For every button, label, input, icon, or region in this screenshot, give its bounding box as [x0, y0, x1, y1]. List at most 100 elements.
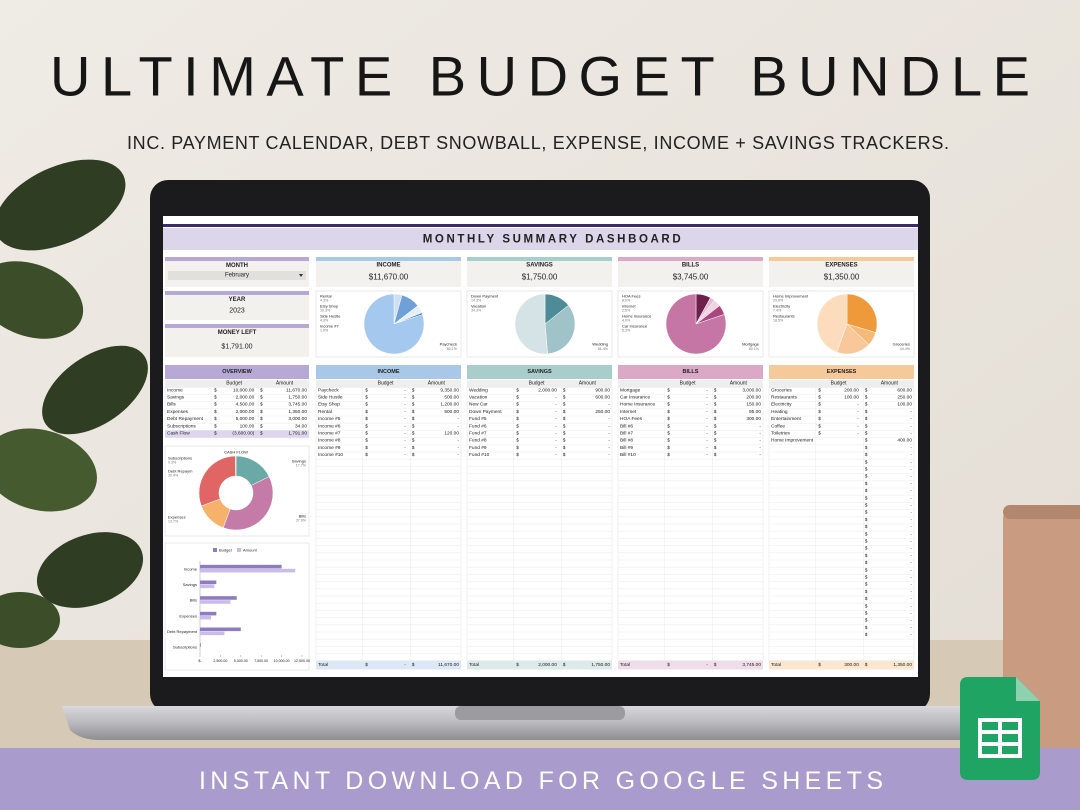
column-header-row	[769, 380, 914, 388]
currency: $	[667, 402, 670, 408]
table-header	[316, 365, 461, 379]
pie-label: HOA Fees	[622, 294, 640, 299]
cell-budget: 2,000.00	[236, 409, 255, 415]
pie-percent: 4.3%	[320, 299, 329, 303]
cell-amount: -	[910, 417, 912, 422]
cell-amount: -	[910, 626, 912, 631]
cell-amount: -	[759, 439, 761, 444]
currency: $	[412, 445, 415, 451]
cell-amount: -	[910, 540, 912, 545]
bar	[200, 600, 231, 604]
cell-amount: 11,670.00	[286, 387, 307, 393]
info-label: YEAR	[229, 297, 246, 303]
pie-label: Side Hustle	[320, 314, 341, 319]
currency: $	[714, 431, 717, 437]
cell-amount: 500.00	[444, 409, 459, 415]
cell-budget: 200.00	[844, 387, 859, 393]
currency: $	[516, 402, 519, 408]
table-title: BILLS	[683, 369, 699, 375]
currency: $	[667, 452, 670, 458]
cell-budget: -	[706, 446, 708, 451]
laptop-notch	[455, 706, 625, 720]
dashboard-title-bar	[163, 228, 918, 250]
bar	[200, 643, 201, 647]
currency: $	[865, 445, 868, 451]
donut-percent: 17.7%	[296, 464, 307, 468]
currency: $	[365, 662, 368, 668]
currency: $	[865, 409, 868, 415]
donut-percent: 13.7%	[168, 520, 179, 524]
cell-amount: 1,750.00	[591, 662, 610, 668]
currency: $	[865, 560, 868, 566]
cell-amount: -	[608, 424, 610, 429]
cell-label: Total	[318, 662, 328, 668]
bar	[200, 568, 296, 573]
column-header: Budget	[378, 381, 394, 387]
currency: $	[412, 423, 415, 429]
cell-label: Entertainment	[771, 416, 802, 422]
currency: $	[563, 452, 566, 458]
currency: $	[818, 395, 821, 401]
cell-amount: 900.00	[595, 387, 610, 393]
currency: $	[412, 395, 415, 401]
cell-label: Income #10	[318, 452, 343, 458]
currency: $	[714, 402, 717, 408]
cell-budget: -	[404, 432, 406, 437]
cell-label: Etsy Shop	[318, 402, 340, 408]
y-tick-label: Expenses	[179, 613, 197, 618]
currency: $	[714, 409, 717, 415]
currency: $	[563, 445, 566, 451]
currency: $	[865, 517, 868, 523]
pie-label: Wedding	[592, 342, 608, 347]
card-label: SAVINGS	[526, 263, 553, 269]
cell-budget: 2,000.00	[538, 662, 557, 668]
table-header	[467, 365, 612, 379]
cell-label: Fund #8	[469, 438, 487, 444]
cell-budget: -	[404, 446, 406, 451]
cell-label: Fund #5	[469, 416, 487, 422]
cell-amount: 1,791.00	[288, 431, 307, 437]
y-tick-label: Income	[184, 566, 198, 571]
cell-amount: -	[910, 612, 912, 617]
cell-budget: 4,500.00	[236, 402, 255, 408]
pie-label: Restaurants	[773, 314, 795, 319]
pie-label: Home Improvement	[773, 294, 809, 299]
currency: $	[865, 596, 868, 602]
info-box	[165, 291, 309, 320]
pie-percent: 1.0%	[320, 329, 329, 333]
cell-label: Bill #6	[620, 423, 633, 429]
card-value: $11,670.00	[369, 273, 409, 282]
currency: $	[667, 395, 670, 401]
cell-label: Home Improvement	[771, 438, 814, 444]
cell-budget: -	[706, 432, 708, 437]
pie-slice	[222, 476, 274, 531]
pie-percent: 4.0%	[622, 319, 631, 323]
currency: $	[214, 416, 217, 422]
cell-label: Home Insurance	[620, 402, 656, 408]
currency: $	[563, 423, 566, 429]
donut-label: Debt Repaym	[168, 469, 193, 474]
currency: $	[865, 662, 868, 668]
currency: $	[714, 423, 717, 429]
column-header-row	[165, 380, 309, 388]
info-value: $1,791.00	[221, 344, 252, 351]
currency: $	[818, 416, 821, 422]
cell-amount: -	[910, 568, 912, 573]
cell-amount: 3,745.00	[288, 402, 307, 408]
cell-amount: -	[910, 590, 912, 595]
pie-percent: 29.6%	[773, 299, 784, 303]
donut-percent: 37.9%	[296, 519, 307, 523]
cell-amount: -	[910, 547, 912, 552]
x-tick-label: 12,500.00	[294, 659, 310, 663]
currency: $	[714, 438, 717, 444]
currency: $	[714, 387, 717, 393]
currency: $	[214, 409, 217, 415]
currency: $	[865, 567, 868, 573]
cell-budget: -	[706, 663, 708, 668]
currency: $	[516, 423, 519, 429]
card-value: $3,745.00	[673, 273, 709, 282]
currency: $	[260, 409, 263, 415]
cell-amount: -	[910, 554, 912, 559]
cell-amount: -	[457, 424, 459, 429]
cell-label: Wedding	[469, 387, 488, 393]
